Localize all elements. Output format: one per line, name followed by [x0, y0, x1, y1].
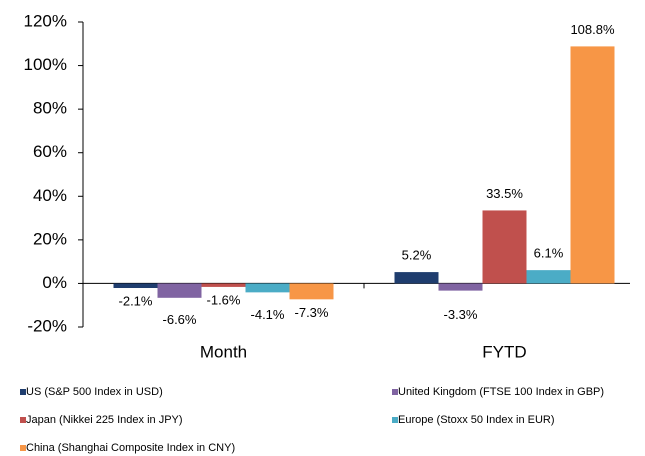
legend-label: Europe (Stoxx 50 Index in EUR): [398, 414, 555, 426]
legend-label: US (S&P 500 Index in USD): [26, 386, 163, 398]
y-tick-label: 40%: [33, 186, 67, 205]
legend-swatch: [392, 417, 398, 423]
legend-label: United Kingdom (FTSE 100 Index in GBP): [398, 386, 604, 398]
bar: [570, 46, 615, 284]
x-tick-label: Month: [200, 342, 247, 361]
y-tick-label: 80%: [33, 99, 67, 118]
bar: [526, 270, 571, 284]
y-tick-label: 100%: [24, 55, 67, 74]
value-label: -7.3%: [295, 305, 329, 320]
value-label: -4.1%: [251, 307, 285, 322]
bar: [157, 283, 202, 298]
x-tick-label: FYTD: [482, 342, 526, 361]
value-label: 33.5%: [486, 186, 523, 201]
value-label: -1.6%: [207, 292, 241, 307]
value-label: -6.6%: [163, 312, 197, 327]
legend-label: China (Shanghai Composite Index in CNY): [26, 442, 235, 454]
bar: [245, 283, 290, 293]
y-tick-label: 20%: [33, 229, 67, 248]
y-tick-label: -20%: [27, 316, 67, 335]
bar: [289, 283, 334, 300]
y-tick-label: 60%: [33, 142, 67, 161]
bar: [201, 283, 246, 287]
value-label: 5.2%: [402, 248, 432, 263]
bar: [113, 283, 158, 289]
legend-swatch: [20, 417, 26, 423]
value-label: 108.8%: [570, 22, 615, 37]
value-label: 6.1%: [534, 246, 564, 261]
legend-swatch: [20, 445, 26, 451]
y-tick-label: 0%: [42, 273, 67, 292]
bar: [438, 283, 483, 291]
value-label: -2.1%: [119, 293, 153, 308]
value-label: -3.3%: [444, 307, 478, 322]
bar: [482, 210, 527, 284]
legend-swatch: [392, 389, 398, 395]
y-tick-label: 120%: [24, 11, 67, 30]
legend-label: Japan (Nikkei 225 Index in JPY): [26, 414, 183, 426]
bar: [394, 272, 439, 284]
legend-swatch: [20, 389, 26, 395]
